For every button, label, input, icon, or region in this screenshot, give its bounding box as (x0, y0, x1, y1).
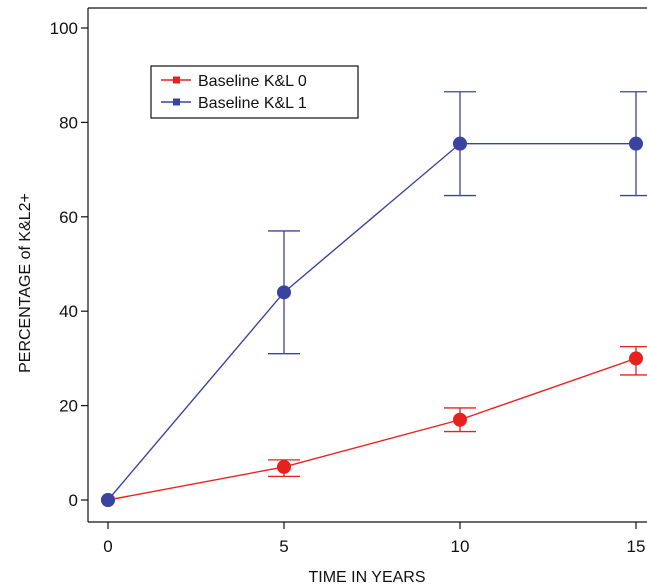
y-tick-label: 20 (59, 397, 78, 416)
x-axis-label: TIME IN YEARS (308, 569, 425, 586)
data-point (277, 459, 291, 474)
series-2 (101, 91, 647, 507)
y-tick-label: 40 (59, 302, 78, 321)
chart-marks (101, 91, 647, 507)
legend-marker (173, 76, 180, 84)
legend: Baseline K&L 0 Baseline K&L 1 (150, 65, 359, 119)
y-tick-label: 100 (50, 19, 78, 38)
series-line (107, 357, 637, 501)
x-tick-label: 15 (627, 537, 646, 556)
series-1 (101, 345, 647, 507)
data-point (453, 136, 467, 151)
data-point (101, 493, 115, 507)
series-line (107, 142, 636, 501)
y-tick-label: 0 (69, 491, 78, 510)
legend-label: Baseline K&L 1 (198, 95, 307, 112)
x-tick-label: 10 (451, 537, 470, 556)
data-point (277, 285, 291, 300)
y-tick-label: 60 (59, 208, 78, 227)
x-tick-label: 5 (279, 537, 288, 556)
x-tick-label: 0 (103, 537, 112, 556)
data-point (453, 412, 467, 427)
data-point (629, 136, 643, 151)
axes: 0 20 40 60 80 100 0 5 10 15 (50, 7, 647, 556)
y-axis-label: PERCENTAGE of K&L2+ (17, 193, 34, 373)
legend-marker (173, 98, 180, 106)
legend-box (150, 65, 359, 119)
legend-label: Baseline K&L 0 (198, 73, 307, 90)
data-point (629, 351, 643, 366)
y-tick-label: 80 (59, 113, 78, 132)
